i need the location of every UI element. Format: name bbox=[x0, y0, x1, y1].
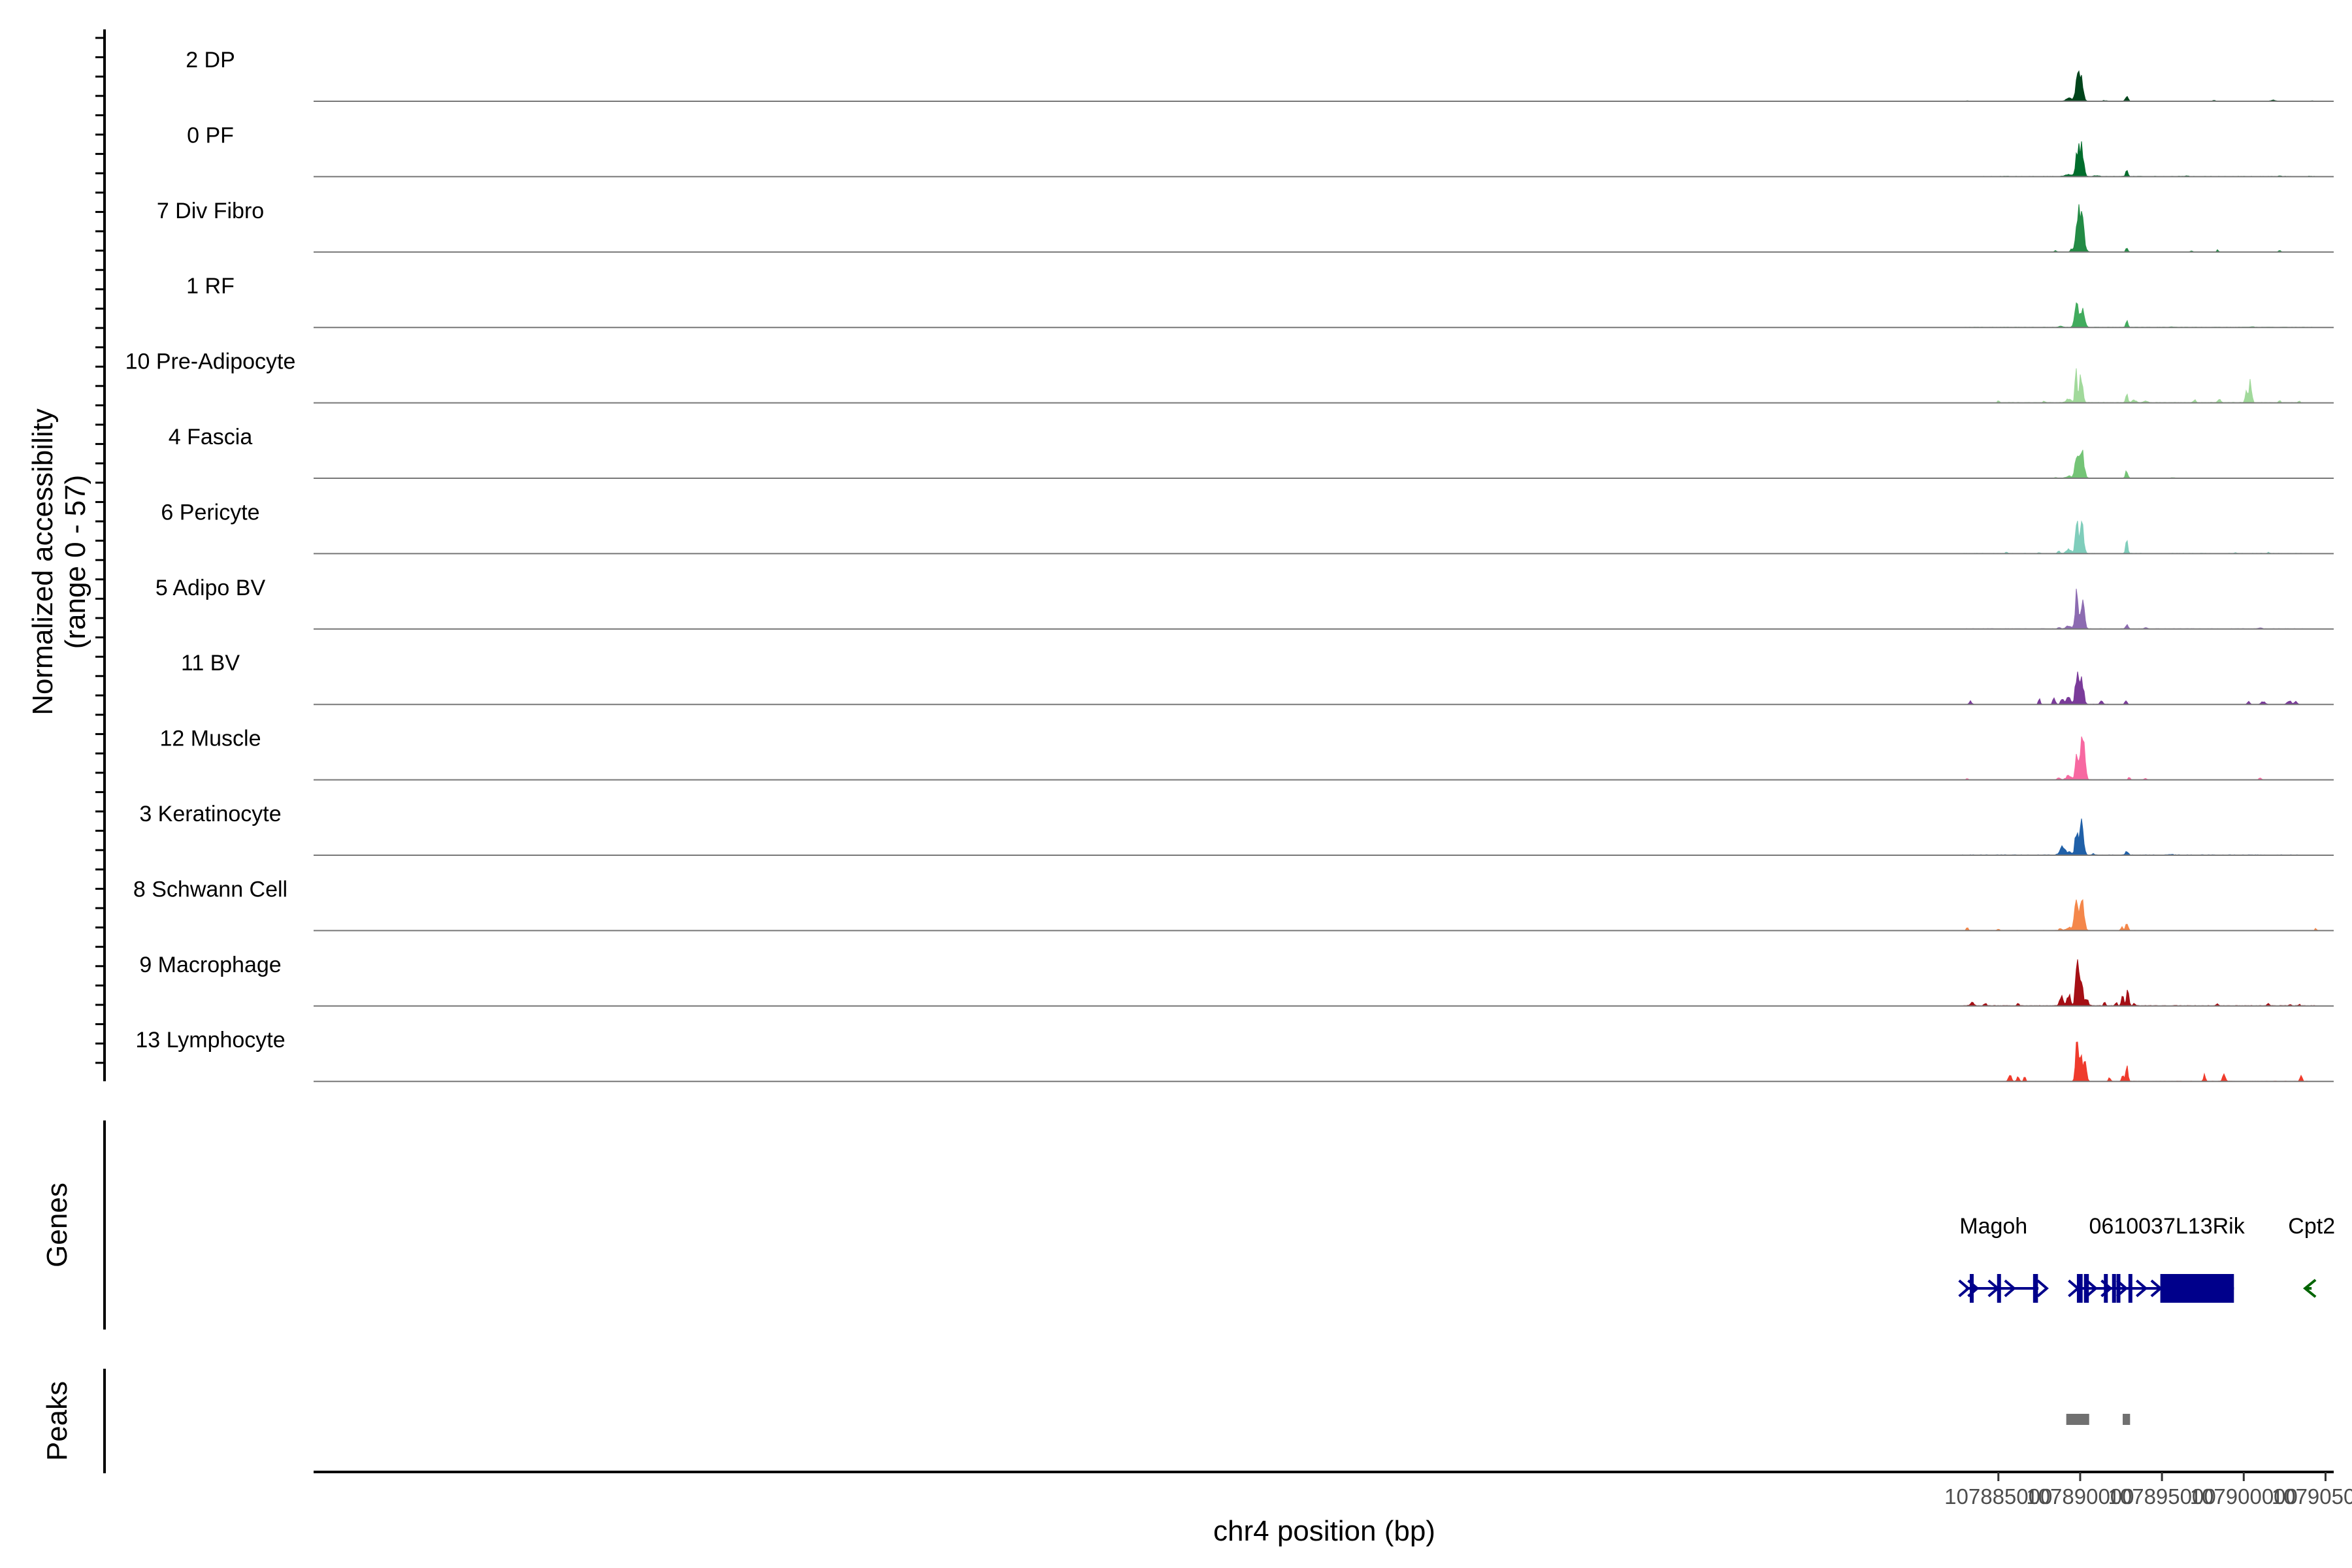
strand-arrow bbox=[2136, 1279, 2148, 1298]
x-axis: 1078850001078900001078950001079000001079… bbox=[314, 1471, 2352, 1509]
x-tick-label: 107905000 bbox=[2272, 1484, 2352, 1509]
x-tick-label: 107900000 bbox=[2190, 1484, 2298, 1509]
coverage-area bbox=[314, 1041, 2334, 1082]
exon bbox=[2033, 1274, 2038, 1303]
coverage-area bbox=[314, 736, 2334, 781]
track-label: 12 Muscle bbox=[160, 727, 261, 751]
x-tick-label: 107885000 bbox=[1944, 1484, 2052, 1509]
strand-arrow bbox=[1967, 1279, 1980, 1298]
gene-1: 0610037L13Rik bbox=[2068, 1214, 2246, 1303]
coverage-area bbox=[314, 959, 2334, 1007]
exon bbox=[2160, 1274, 2234, 1303]
gene-label: Cpt2 bbox=[2288, 1214, 2335, 1239]
gene-label: Magoh bbox=[1959, 1214, 2027, 1239]
strand-arrow bbox=[1987, 1279, 2000, 1298]
track-label: 11 BV bbox=[181, 651, 240, 676]
track-13: 9 Macrophage bbox=[139, 953, 2334, 1007]
gene-0: Magoh bbox=[1958, 1214, 2049, 1303]
genes-panel-title: Genes bbox=[41, 1183, 73, 1267]
coverage-tracks: 2 DP 0 PF 7 Div Fibro 1 RF 10 Pre-Adipocyte 4… bbox=[125, 48, 2334, 1083]
track-label: 4 Fascia bbox=[169, 425, 253, 449]
gene-annotations: Magoh 0610037L13Rik Cpt2 bbox=[1958, 1214, 2335, 1303]
track-1: 2 DP bbox=[186, 48, 2334, 102]
track-9: 11 BV bbox=[181, 651, 2334, 706]
peak-region bbox=[2123, 1414, 2131, 1425]
exon bbox=[2112, 1274, 2116, 1303]
track-label: 1 RF bbox=[186, 274, 235, 299]
y-axis-title-line2: (range 0 - 57) bbox=[59, 475, 91, 649]
y-axis-title-line1: Normalized accessibility bbox=[27, 408, 59, 715]
peaks-panel-title: Peaks bbox=[41, 1381, 73, 1461]
peak-regions bbox=[2066, 1414, 2131, 1425]
exon bbox=[2104, 1274, 2108, 1303]
track-4: 1 RF bbox=[186, 274, 2334, 329]
track-label: 10 Pre-Adipocyte bbox=[125, 350, 296, 374]
coverage-area bbox=[314, 899, 2334, 931]
gene-label: 0610037L13Rik bbox=[2089, 1214, 2246, 1239]
strand-arrow bbox=[2068, 1279, 2080, 1298]
exon bbox=[1969, 1274, 1974, 1303]
track-2: 0 PF bbox=[187, 123, 2334, 178]
strand-arrow bbox=[2100, 1279, 2113, 1298]
coverage-area bbox=[314, 70, 2334, 102]
track-label: 5 Adipo BV bbox=[155, 576, 266, 600]
x-tick-label: 107890000 bbox=[2026, 1484, 2134, 1509]
track-3: 7 Div Fibro bbox=[157, 199, 2334, 253]
track-label: 13 Lymphocyte bbox=[135, 1028, 285, 1053]
track-11: 3 Keratinocyte bbox=[139, 802, 2334, 856]
track-6: 4 Fascia bbox=[169, 425, 2334, 479]
strand-arrow bbox=[2036, 1279, 2049, 1298]
track-8: 5 Adipo BV bbox=[155, 576, 2334, 630]
strand-arrow bbox=[2085, 1279, 2099, 1298]
coverage-area bbox=[314, 589, 2334, 630]
strand-arrow bbox=[2150, 1279, 2163, 1298]
coverage-area bbox=[314, 302, 2334, 328]
track-label: 7 Div Fibro bbox=[157, 199, 264, 223]
y-axis bbox=[95, 29, 106, 1081]
track-10: 12 Muscle bbox=[160, 727, 2334, 781]
track-label: 2 DP bbox=[186, 48, 235, 73]
coverage-area bbox=[314, 368, 2334, 404]
coverage-area bbox=[314, 671, 2334, 705]
track-label: 6 Pericyte bbox=[161, 500, 259, 525]
track-label: 0 PF bbox=[187, 123, 234, 148]
strand-arrow bbox=[2303, 1279, 2317, 1298]
exon bbox=[2116, 1274, 2121, 1303]
strand-arrow bbox=[2115, 1279, 2129, 1298]
coverage-area bbox=[314, 818, 2334, 856]
track-label: 9 Macrophage bbox=[139, 953, 281, 977]
y-axis-title: Normalized accessibility (range 0 - 57) bbox=[27, 408, 91, 715]
track-7: 6 Pericyte bbox=[161, 500, 2334, 555]
coverage-area bbox=[314, 520, 2334, 554]
exon bbox=[2083, 1274, 2089, 1303]
coverage-area bbox=[314, 141, 2334, 177]
track-label: 3 Keratinocyte bbox=[139, 802, 281, 826]
track-14: 13 Lymphocyte bbox=[135, 1028, 2334, 1083]
strand-arrow bbox=[2004, 1279, 2016, 1298]
gene-2: Cpt2 bbox=[2288, 1214, 2335, 1298]
track-5: 10 Pre-Adipocyte bbox=[125, 350, 2334, 404]
track-label: 8 Schwann Cell bbox=[133, 877, 287, 902]
x-axis-title: chr4 position (bp) bbox=[1213, 1515, 1435, 1547]
coverage-area bbox=[314, 449, 2334, 479]
strand-arrow bbox=[1958, 1279, 1970, 1298]
peak-region bbox=[2066, 1414, 2089, 1425]
exon bbox=[2128, 1274, 2132, 1303]
coverage-area bbox=[314, 204, 2334, 253]
x-tick-label: 107895000 bbox=[2108, 1484, 2216, 1509]
track-12: 8 Schwann Cell bbox=[133, 877, 2334, 932]
